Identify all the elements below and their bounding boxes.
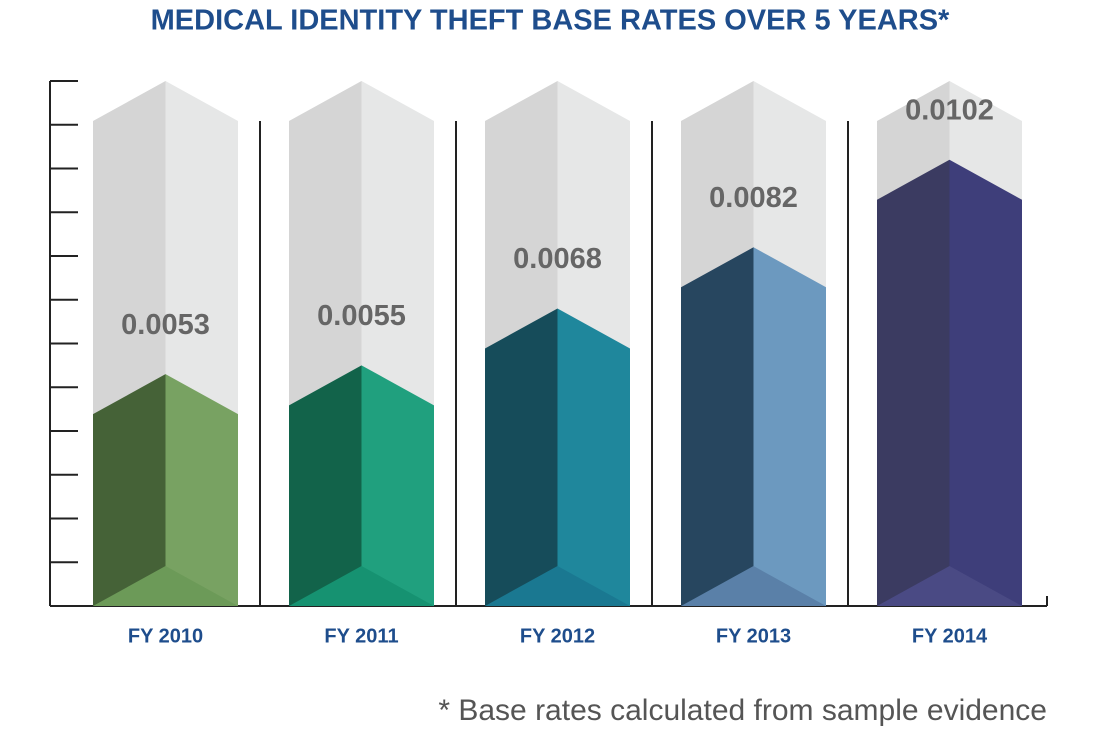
footnote: * Base rates calculated from sample evid… xyxy=(438,694,1047,727)
value-label: 0.0082 xyxy=(709,182,798,214)
bar-base xyxy=(93,566,238,606)
bar xyxy=(93,374,166,606)
value-label: 0.0068 xyxy=(513,243,602,275)
bar xyxy=(289,365,362,606)
bar xyxy=(877,159,950,606)
x-tick-label: FY 2011 xyxy=(324,625,398,647)
x-tick-label: FY 2014 xyxy=(912,625,988,647)
x-tick-label: FY 2013 xyxy=(716,625,791,647)
bar-base xyxy=(877,566,1022,606)
bar-base xyxy=(485,566,630,606)
value-label: 0.0055 xyxy=(317,300,406,332)
value-label: 0.0102 xyxy=(905,94,994,126)
bar-base xyxy=(289,566,434,606)
bar xyxy=(949,159,1022,606)
chart-title: MEDICAL IDENTITY THEFT BASE RATES OVER 5… xyxy=(151,5,950,37)
bar-base xyxy=(681,566,826,606)
bar xyxy=(165,374,238,606)
bar xyxy=(681,247,754,606)
bar xyxy=(485,308,558,606)
bar xyxy=(557,308,630,606)
x-tick-label: FY 2010 xyxy=(128,625,203,647)
x-tick-label: FY 2012 xyxy=(520,625,595,647)
bar xyxy=(361,365,434,606)
bar xyxy=(753,247,826,606)
value-label: 0.0053 xyxy=(121,309,210,341)
